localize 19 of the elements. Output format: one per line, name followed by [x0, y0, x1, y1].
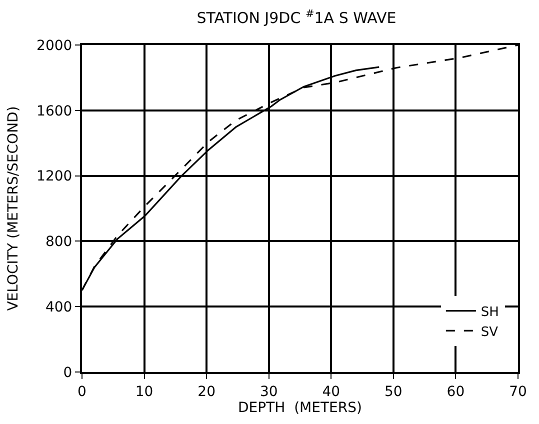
chart-title: STATION J9DC $^{#}$1A S WAVE [196, 8, 396, 28]
x-tick-label: 50 [384, 384, 402, 400]
y-tick-label: 0 [63, 364, 72, 381]
x-tick-label: 10 [135, 384, 154, 400]
y-tick-label: 2000 [36, 38, 72, 54]
x-tick-label: 20 [198, 384, 216, 400]
legend-label: SV [480, 324, 498, 340]
y-tick-label: 400 [45, 300, 72, 316]
x-axis-title: DEPTH (METERS) [238, 400, 362, 416]
x-tick-label: 60 [446, 384, 465, 400]
y-tick-label: 1600 [36, 103, 72, 120]
y-tick-label: 1200 [36, 168, 72, 185]
x-tick-label: 40 [322, 384, 340, 400]
x-tick-label: 30 [260, 384, 278, 400]
legend-label: SH [480, 304, 499, 320]
y-tick-label: 800 [45, 234, 72, 250]
x-tick-label: 70 [509, 384, 527, 400]
x-tick-label: 0 [78, 384, 86, 400]
y-axis-title: VELOCITY (METERS/SECOND) [6, 106, 22, 311]
